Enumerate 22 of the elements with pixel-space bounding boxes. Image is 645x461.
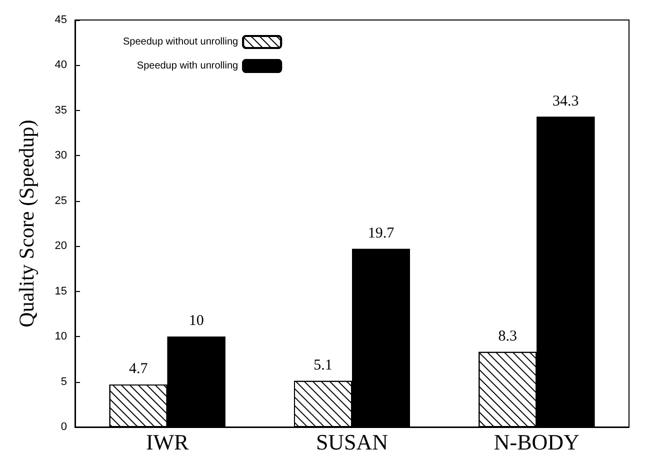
y-tick-label: 5 <box>60 376 67 388</box>
y-tick-label: 30 <box>54 150 67 162</box>
y-axis-title: Quality Score (Speedup) <box>14 120 38 328</box>
y-tick-label: 0 <box>60 421 67 433</box>
data-label: 19.7 <box>368 225 395 242</box>
legend-label: Speedup with unrolling <box>136 60 238 72</box>
y-tick-label: 25 <box>54 194 67 207</box>
y-tick-label: 10 <box>54 330 67 343</box>
y-tick-label: 35 <box>54 104 67 116</box>
data-label: 5.1 <box>314 357 332 374</box>
data-label: 8.3 <box>498 328 518 344</box>
data-label: 34.3 <box>552 93 579 110</box>
data-label: 10 <box>188 313 204 330</box>
y-tick-label: 40 <box>54 59 67 72</box>
legend-label: Speedup without unrolling <box>122 36 238 48</box>
y-tick-label: 45 <box>54 14 67 26</box>
data-label: 4.7 <box>128 360 148 377</box>
y-tick-label: 15 <box>54 285 67 298</box>
x-tick-label: N-BODY <box>494 430 580 454</box>
x-tick-label: SUSAN <box>316 430 388 454</box>
x-tick-label: IWR <box>146 430 190 454</box>
y-tick-label: 20 <box>54 240 67 252</box>
